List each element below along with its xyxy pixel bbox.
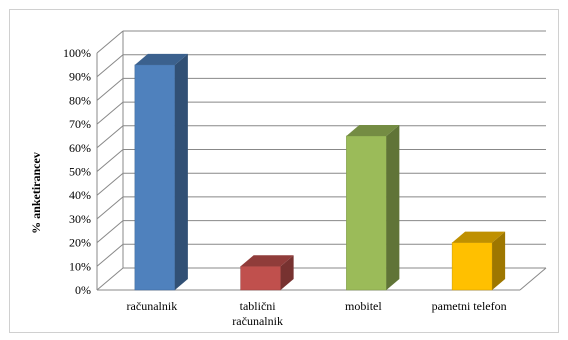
x-category-label: mobitel: [345, 299, 382, 313]
gridline-side: [96, 54, 124, 78]
bar-top-face: [134, 53, 188, 65]
y-tick-label: 10%: [69, 259, 91, 273]
gridline-side: [96, 243, 124, 267]
bar: [134, 53, 188, 291]
y-tick-label: 100%: [63, 46, 91, 60]
bar-top-face: [452, 231, 506, 243]
bars: [134, 53, 506, 291]
gridline-side: [96, 149, 124, 172]
bar-front-face: [451, 242, 493, 291]
y-tick-labels: 0% 10% 20% 30% 40% 50% 60% 70% 80% 90% 100%: [63, 46, 91, 297]
y-tick-label: 20%: [69, 236, 91, 250]
y-tick-label: 0%: [75, 283, 91, 297]
gridline-side: [96, 78, 124, 101]
bar: [451, 231, 506, 291]
gridline-side: [96, 101, 124, 125]
bar-front-face: [134, 64, 176, 291]
x-category-label: računalnik: [127, 299, 178, 313]
x-category-label: pametni telefon: [432, 299, 507, 313]
bar-side-face: [280, 255, 294, 290]
y-tick-label: 30%: [69, 212, 91, 226]
y-tick-label: 90%: [69, 70, 91, 84]
gridline-side: [96, 172, 124, 196]
gridline-side: [96, 125, 124, 149]
y-axis-title: % anketirancev: [29, 152, 43, 234]
bar: [346, 124, 400, 291]
y-tick-label: 50%: [69, 165, 91, 179]
gridline-side: [96, 30, 124, 54]
bar-front-face: [346, 135, 387, 291]
y-tick-label: 60%: [69, 141, 91, 155]
bar-top-face: [346, 124, 400, 136]
bar: [240, 255, 294, 291]
bar-side-face: [386, 124, 400, 290]
bar-side-face: [174, 53, 188, 290]
bar-top-face: [240, 255, 294, 267]
gridline-side: [96, 196, 124, 220]
bar-side-face: [492, 231, 506, 290]
y-tick-label: 40%: [69, 188, 91, 202]
gridline-side: [96, 220, 124, 243]
gridline-side: [96, 267, 124, 291]
bar-front-face: [240, 266, 281, 291]
y-tick-label: 70%: [69, 117, 91, 131]
x-category-labels: računalnik tablični računalnik mobitel pamet…: [127, 299, 507, 328]
floor-right-edge: [519, 267, 547, 291]
y-tick-label: 80%: [69, 93, 91, 107]
x-category-label: tablični računalnik: [232, 299, 283, 328]
